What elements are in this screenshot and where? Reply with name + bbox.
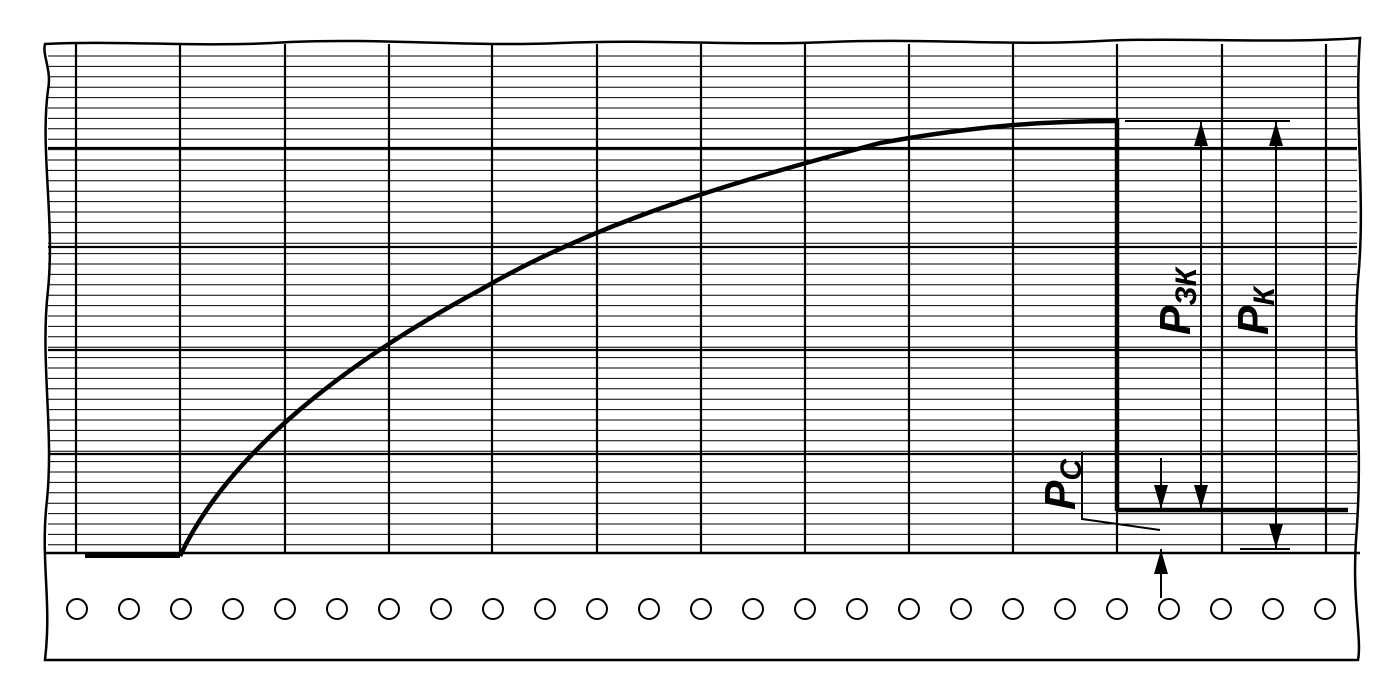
arrow-up-icon [1154,550,1168,574]
sprocket-hole [66,598,88,620]
sprocket-hole [742,598,764,620]
label-pzk-sub: ЗК [1170,265,1203,305]
label-pk-main: P [1229,305,1278,335]
sprocket-hole [1314,598,1336,620]
sprocket-hole [1158,598,1180,620]
pressure-curve [177,118,1118,557]
sprocket-hole [950,598,972,620]
label-pc-main: P [1036,480,1085,510]
sprocket-hole [794,598,816,620]
pc-leader-line [1081,452,1161,531]
label-pc-sub: C [1055,458,1088,481]
arrow-down-icon [1194,485,1208,509]
label-pzk: PЗК [1151,265,1203,335]
sprocket-hole [1262,598,1284,620]
arrow-down-icon [1269,524,1283,548]
sprocket-hole [170,598,192,620]
sprocket-hole [586,598,608,620]
sprocket-hole [430,598,452,620]
sprocket-hole [274,598,296,620]
sprocket-hole [690,598,712,620]
arrow-up-icon [1194,122,1208,146]
sprocket-hole [326,598,348,620]
sprocket-hole [898,598,920,620]
sprocket-hole [534,598,556,620]
sprocket-holes [66,598,1336,620]
label-pzk-main: P [1151,305,1200,335]
sprocket-hole [118,598,140,620]
arrow-down-icon [1154,485,1168,509]
sprocket-hole [1106,598,1128,620]
arrow-up-icon [1269,122,1283,146]
label-pk-sub: К [1248,285,1281,306]
sprocket-hole [638,598,660,620]
sprocket-hole [1054,598,1076,620]
sprocket-hole [482,598,504,620]
sprocket-hole [1002,598,1024,620]
sprocket-hole [1210,598,1232,620]
label-pk: PК [1229,285,1281,335]
sprocket-hole [222,598,244,620]
sprocket-hole [378,598,400,620]
sprocket-hole [846,598,868,620]
label-pc: PC [1036,458,1088,510]
chart-grid [48,44,1357,553]
